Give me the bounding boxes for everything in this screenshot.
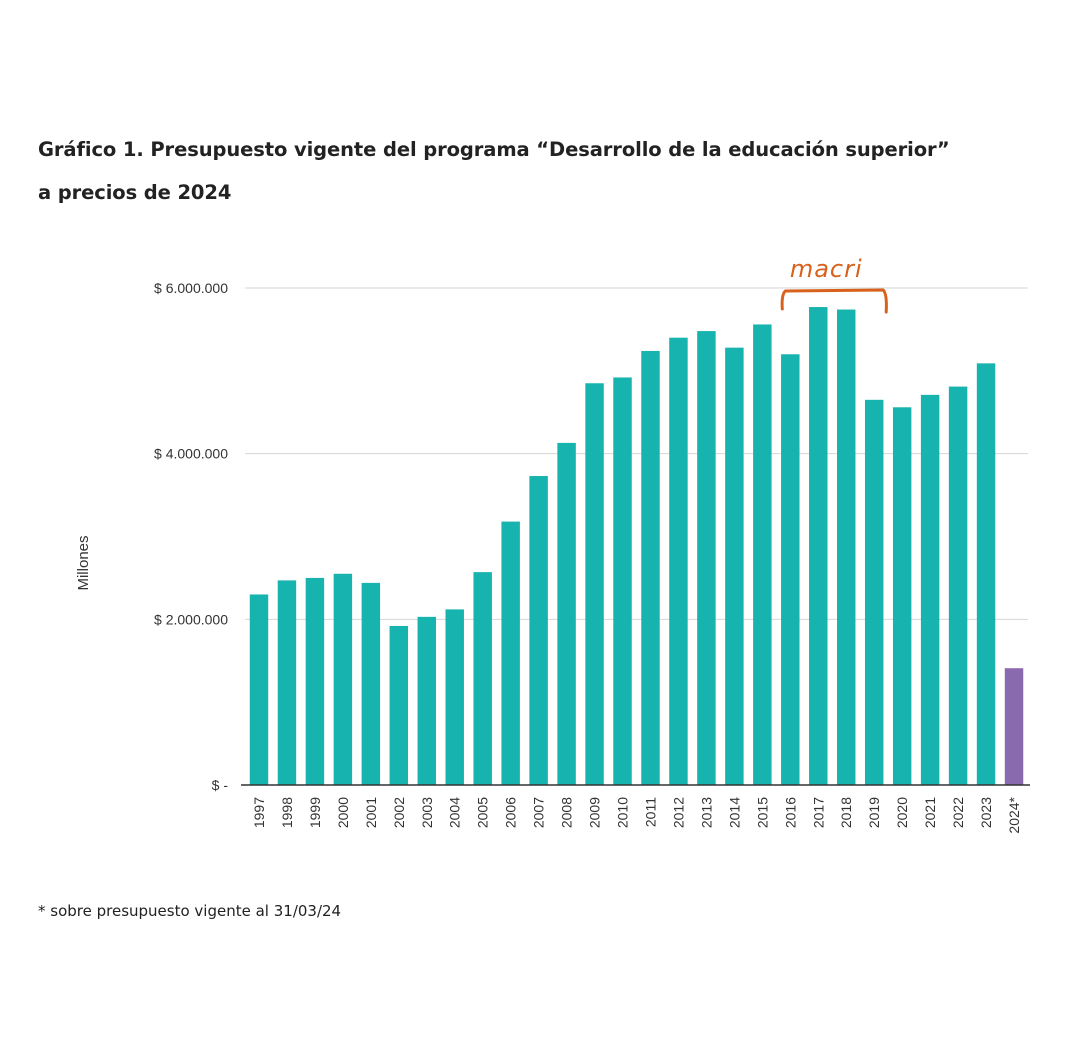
- bar-1999: [305, 577, 325, 785]
- bar-2013: [697, 331, 716, 785]
- bar-2017: [809, 307, 828, 785]
- x-tick-label: 2002: [391, 797, 407, 828]
- annotation-text: macri: [790, 255, 863, 283]
- x-tick-label: 2022: [950, 797, 966, 828]
- x-tick-label: 2023: [978, 797, 994, 828]
- x-tick-label: 2020: [894, 797, 910, 828]
- x-tick-label: 2004: [447, 797, 463, 828]
- y-axis-tick-labels: $ - $ 2.000.000 $ 4.000.000 $ 6.000.000: [154, 280, 228, 793]
- x-tick-label: 2008: [559, 797, 575, 828]
- x-tick-label: 2018: [838, 797, 854, 828]
- x-tick-label: 2010: [615, 797, 631, 828]
- bar-2011: [641, 350, 660, 785]
- bar-2012: [669, 337, 688, 785]
- x-tick-label: 2024*: [1006, 796, 1022, 833]
- bar-2020: [892, 407, 912, 785]
- bar-2014: [725, 347, 744, 785]
- bar-2023: [976, 363, 996, 785]
- bar-2021: [920, 394, 940, 785]
- x-tick-label: 2003: [419, 797, 435, 828]
- annotation-bracket: [780, 288, 888, 314]
- x-tick-label: 2017: [810, 797, 826, 828]
- bar-2005: [473, 572, 492, 785]
- x-tick-label: 2005: [475, 797, 491, 828]
- bar-2004: [445, 609, 464, 785]
- x-tick-label: 2001: [363, 797, 379, 828]
- x-tick-label: 1998: [279, 797, 295, 828]
- x-tick-label: 2016: [782, 797, 798, 828]
- bar-2018: [837, 309, 856, 785]
- bar-2003: [417, 616, 436, 785]
- bar-2019: [864, 399, 884, 785]
- bar-2010: [613, 377, 632, 785]
- x-tick-label: 2011: [642, 797, 658, 827]
- footnote: * sobre presupuesto vigente al 31/03/24: [38, 902, 342, 920]
- x-tick-label: 1997: [251, 797, 267, 828]
- y-tick-label: $ 2.000.000: [154, 611, 228, 627]
- x-tick-label: 1999: [307, 797, 323, 828]
- bar-2008: [557, 442, 576, 785]
- y-tick-label: $ -: [212, 777, 229, 793]
- x-tick-label: 2015: [754, 797, 770, 828]
- bar-2024-star: [1004, 668, 1024, 785]
- bar-2002: [389, 625, 409, 785]
- x-tick-label: 2021: [922, 797, 938, 828]
- x-tick-label: 2009: [587, 797, 603, 828]
- y-tick-label: $ 4.000.000: [154, 446, 228, 462]
- bar-chart: $ - $ 2.000.000 $ 4.000.000 $ 6.000.000 199…: [75, 255, 1030, 834]
- bar-2015: [753, 324, 772, 785]
- bar-2001: [361, 582, 381, 785]
- x-tick-label: 2013: [698, 797, 714, 828]
- x-tick-label: 2000: [335, 797, 351, 828]
- chart-title-line-2: a precios de 2024: [38, 181, 232, 204]
- bar-1998: [277, 580, 297, 785]
- bar-2022: [948, 386, 968, 785]
- bar-2000: [333, 573, 353, 785]
- x-axis-tick-labels: 1997 1998 1999 2000 2001 2002 2003 2004 2005 2006…: [251, 796, 1022, 833]
- x-tick-label: 2006: [503, 797, 519, 828]
- x-tick-label: 2014: [726, 797, 742, 828]
- chart-title-line-1: Gráfico 1. Presupuesto vigente del progr…: [38, 138, 950, 161]
- x-tick-label: 2007: [531, 797, 547, 828]
- chart-title: Gráfico 1. Presupuesto vigente del progr…: [38, 128, 1068, 214]
- x-tick-label: 2019: [866, 797, 882, 828]
- bar-2016: [781, 354, 800, 785]
- bar-1997: [249, 594, 269, 785]
- bar-2007: [529, 476, 548, 785]
- bar-2006: [501, 521, 520, 785]
- y-axis-label: Millones: [75, 535, 92, 590]
- bar-2009: [585, 383, 604, 785]
- y-tick-label: $ 6.000.000: [154, 280, 228, 296]
- x-tick-label: 2012: [670, 797, 686, 828]
- bars: [249, 307, 1024, 785]
- macri-annotation: macri: [780, 255, 888, 314]
